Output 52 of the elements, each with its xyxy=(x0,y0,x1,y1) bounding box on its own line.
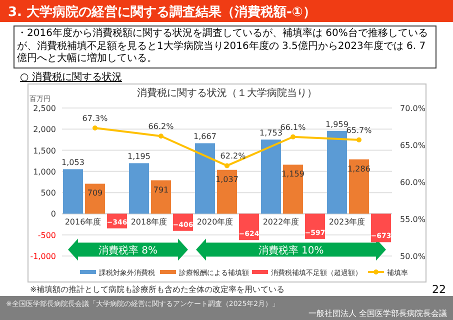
data-label: 65.7% xyxy=(346,126,372,135)
data-label: 67.3% xyxy=(82,114,108,123)
data-label: 709 xyxy=(87,188,103,198)
data-label: 1,053 xyxy=(62,158,84,168)
bar xyxy=(151,180,171,214)
bar xyxy=(85,184,105,214)
y2-tick-label: 60.0% xyxy=(400,178,426,187)
data-label: 1,195 xyxy=(128,152,150,162)
text: ※補填額の推計として病院も診療所も含めた全体の改定率を用いている xyxy=(30,285,285,294)
bar xyxy=(195,143,215,214)
bar xyxy=(371,214,391,242)
bar xyxy=(63,169,83,214)
y-tick-label: -1,000 xyxy=(30,252,56,261)
y2-tick-label: 55.0% xyxy=(400,215,426,224)
x-tick-label: 2016年度 xyxy=(64,218,102,227)
x-tick-label: 2022年度 xyxy=(262,218,300,227)
text: 一般社団法人 全国医学部長病院長会議 xyxy=(308,309,447,318)
data-label: 62.2% xyxy=(220,152,246,161)
point xyxy=(356,137,362,142)
chart-title: 消費税に関する状況（１大学病院当り） xyxy=(137,87,317,99)
data-label: 791 xyxy=(153,185,169,194)
point xyxy=(158,134,164,139)
annotation: 消費税率 8% xyxy=(98,244,158,257)
annotation: 消費税率 10% xyxy=(258,244,324,257)
y-tick-label: 0 xyxy=(50,210,56,219)
bar xyxy=(327,130,347,214)
y-tick-label: 2,500 xyxy=(33,104,56,113)
text: 22 xyxy=(432,283,446,296)
data-label: 1,959 xyxy=(326,120,348,129)
x-tick-label: 2020年度 xyxy=(196,218,234,227)
y-tick-label: -500 xyxy=(38,230,56,240)
y-tick-label: 500 xyxy=(40,188,56,198)
x-tick-label: 2018年度 xyxy=(130,218,168,227)
bar xyxy=(129,163,149,214)
x-tick-label: 2023年度 xyxy=(328,218,366,227)
point xyxy=(224,163,230,168)
data-label: 1,753 xyxy=(260,128,282,138)
text: ○ 消費税に関する状況 xyxy=(20,71,122,83)
data-label: 66.2% xyxy=(148,122,174,132)
y2-tick-label: 50.0% xyxy=(400,252,426,261)
point xyxy=(290,134,296,140)
text: ・2016年度から消費税額に関する状況を調査しているが、補填率は 60%台で推移しているが、消費税補填不足額を見ると1大学病院当り2016年度の 3.5億円から2023年度では 6. 7億円へと大幅に増加している。 xyxy=(17,28,429,66)
data-label: 1,667 xyxy=(194,132,216,142)
data-label: 66.1% xyxy=(280,122,306,132)
text: 3. 大学病院の経営に関する調査結果（消費税額-①） xyxy=(8,4,316,20)
y2-tick-label: 65.0% xyxy=(400,141,426,150)
bar xyxy=(261,140,281,214)
y2-tick-label: 70.0% xyxy=(400,104,426,113)
y-tick-label: 2,000 xyxy=(33,125,56,134)
point xyxy=(92,125,98,130)
y-tick-label: 1,000 xyxy=(33,167,56,176)
y-tick-label: 1,500 xyxy=(33,146,56,156)
